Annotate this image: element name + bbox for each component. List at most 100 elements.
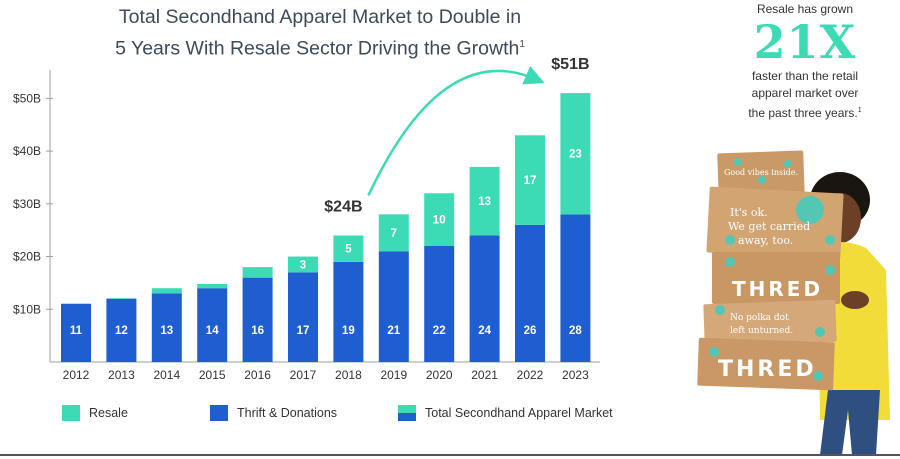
bar-resale [469, 166, 500, 236]
bar-resale [106, 298, 137, 299]
bar-resale [378, 214, 409, 252]
callout-big-number: 21X [753, 15, 857, 69]
data-label-thrift-donations: 13 [160, 325, 173, 337]
callout-line-2: apparel market over [751, 86, 859, 100]
legend-item-total: Total Secondhand Apparel Market [398, 405, 613, 421]
bar-thrift-donations [197, 288, 228, 362]
data-label-thrift-donations: 28 [569, 325, 582, 337]
chart-annotations: $24B $51B [324, 56, 589, 215]
x-tick-label: 2014 [153, 368, 180, 382]
legend-label-thrift: Thrift & Donations [237, 406, 338, 420]
callout-line-3: the past three years.1 [735, 102, 875, 122]
y-tick-label: $50B [13, 91, 41, 105]
jeans [820, 390, 880, 455]
legend-swatch-resale [62, 405, 80, 421]
box-1: Good vibes inside. [717, 150, 805, 200]
side-callout: Resale has grown 21X faster than the ret… [735, 0, 875, 122]
bar-thrift-donations [106, 298, 137, 362]
data-label-thrift-donations: 16 [251, 325, 264, 337]
box-5: THRED [697, 337, 835, 391]
box-4: No polka dot left unturned. [703, 299, 837, 347]
title-line-2: 5 Years With Resale Sector Driving the G… [60, 31, 580, 63]
x-tick-label: 2023 [562, 368, 589, 382]
bar-thrift-donations [378, 251, 409, 362]
box-2: It's ok. We get carried away, too. [706, 186, 844, 260]
callout-line-3-text: the past three years. [748, 106, 858, 120]
title-line-1: Total Secondhand Apparel Market to Doubl… [118, 6, 522, 28]
y-tick-label: $20B [13, 250, 41, 264]
x-tick-label: 2022 [517, 368, 544, 382]
bar-resale [424, 193, 455, 246]
box-3-text: THRED [732, 277, 823, 301]
bar-thrift-donations [288, 272, 318, 362]
bar-thrift-donations [242, 277, 273, 362]
data-label-thrift-donations: 17 [297, 325, 310, 337]
bar-resale [333, 235, 364, 262]
data-label-resale: 13 [478, 196, 491, 208]
box-2-text-c: away, too. [738, 234, 793, 247]
data-label-thrift-donations: 11 [70, 325, 83, 337]
callout-pre: Resale has grown [756, 2, 854, 16]
data-label-thrift-donations: 22 [433, 325, 446, 337]
data-label-thrift-donations: 24 [478, 325, 491, 337]
x-tick-label: 2012 [63, 368, 90, 382]
person-with-boxes-photo: Good vibes inside. It's ok. We get carri… [697, 150, 890, 455]
data-label-resale: 3 [300, 259, 306, 271]
title-footnote: 1 [519, 39, 525, 50]
hand [841, 291, 869, 309]
bar-resale [560, 93, 591, 215]
y-tick-label: $30B [13, 197, 41, 211]
x-tick-label: 2020 [426, 368, 453, 382]
bar-thrift-donations [424, 246, 455, 362]
bar-thrift-donations [61, 304, 91, 362]
y-tick-label: $10B [13, 302, 41, 316]
legend-item-thrift: Thrift & Donations [210, 405, 337, 421]
bar-resale [242, 267, 273, 278]
data-label-thrift-donations: 19 [342, 325, 355, 337]
data-label-resale: 7 [391, 228, 397, 240]
bar-resale [288, 256, 318, 273]
box-2-text-b: We get carried [728, 220, 810, 233]
legend-label-resale: Resale [89, 406, 128, 420]
legend-item-resale: Resale [62, 405, 128, 421]
callout-footnote: 1 [857, 107, 862, 114]
bar-thrift-donations [515, 224, 545, 362]
data-label-resale: 5 [345, 244, 352, 256]
bar-thrift-donations [469, 235, 500, 362]
bar-thrift-donations [333, 261, 364, 362]
legend-swatch-total [398, 405, 416, 421]
bar-resale [515, 135, 545, 225]
legend-label-total: Total Secondhand Apparel Market [425, 406, 613, 420]
box-5-text: THRED [718, 357, 817, 382]
stacked-bar-chart: $10B $20B $30B $40B $50B 2012 2013 2014 2015 2016… [13, 56, 600, 382]
chart-bars: 11 12 13 14 16 17 19 21 22 24 26 28 3 5 7 10 13 17 23 [61, 93, 591, 362]
x-tick-label: 2016 [244, 368, 271, 382]
box-1-text: Good vibes inside. [724, 168, 798, 177]
growth-arrow [367, 65, 545, 196]
bar-thrift-donations [560, 214, 591, 362]
box-3: THRED [712, 252, 840, 304]
x-tick-label: 2017 [290, 368, 317, 382]
bar-resale [197, 283, 228, 289]
data-label-thrift-donations: 12 [115, 325, 128, 337]
bar-resale [61, 303, 91, 304]
callout-line-1: faster than the retail [751, 69, 859, 83]
title-line-2-text: 5 Years With Resale Sector Driving the G… [115, 37, 520, 60]
callout-post: faster than the retail apparel market ov… [735, 68, 875, 122]
data-label-resale: 10 [433, 215, 446, 227]
data-label-thrift-donations: 14 [206, 325, 219, 337]
chart-axes: $10B $20B $30B $40B $50B 2012 2013 2014 2015 2016… [13, 70, 600, 382]
x-tick-label: 2018 [335, 368, 362, 382]
data-label-resale: 17 [524, 175, 537, 187]
box-2-text-a: It's ok. [730, 206, 768, 219]
bottom-divider [0, 454, 900, 456]
data-label-thrift-donations: 26 [524, 325, 537, 337]
legend-swatch-thrift [210, 405, 228, 421]
total-annotation: $24B [324, 198, 362, 215]
box-4-text-b: left unturned. [730, 326, 793, 336]
y-tick-label: $40B [13, 144, 41, 158]
data-label-thrift-donations: 21 [387, 325, 400, 337]
x-tick-label: 2019 [380, 368, 407, 382]
x-tick-label: 2013 [108, 368, 135, 382]
x-tick-label: 2021 [471, 368, 498, 382]
